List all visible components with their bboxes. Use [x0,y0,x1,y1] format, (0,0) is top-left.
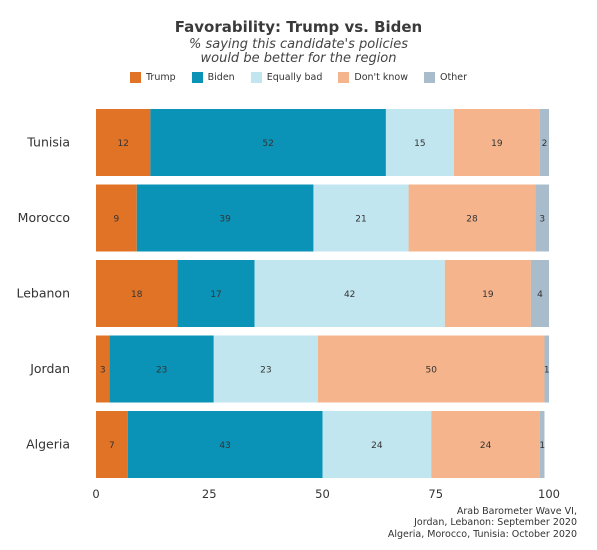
bar-tunisia-biden [150,109,386,176]
subtitle-line-1: % saying this candidate's policies [189,37,408,52]
data-label-morocco-biden: 39 [219,215,231,225]
data-label-algeria-biden: 43 [219,441,230,451]
bar-tunisia-trump [96,109,151,176]
category-label-jordan: Jordan [29,361,70,376]
data-label-morocco-other: 3 [539,215,545,225]
x-tick-label-100: 100 [538,487,560,501]
data-label-jordan-trump: 3 [100,366,106,376]
bar-algeria-don-t-know [431,411,540,478]
data-label-jordan-equally-bad: 23 [260,366,271,376]
data-label-jordan-biden: 23 [156,366,167,376]
legend-item-trump: Trump [130,72,176,83]
data-label-algeria-equally-bad: 24 [371,441,383,451]
bar-jordan-don-t-know [317,335,545,403]
data-label-tunisia-trump: 12 [117,139,128,149]
bar-jordan-other [544,335,549,403]
bar-tunisia-don-t-know [453,109,540,176]
data-label-algeria-don-t-know: 24 [480,441,492,451]
category-label-lebanon: Lebanon [16,286,70,301]
legend-swatch-equally-bad [250,72,262,83]
data-label-lebanon-equally-bad: 42 [344,290,355,300]
source-note: Arab Barometer Wave VI, Jordan, Lebanon:… [388,506,577,541]
data-label-tunisia-equally-bad: 15 [414,139,425,149]
legend-swatch-trump [130,72,142,83]
category-label-algeria: Algeria [26,437,70,452]
source-line-3: Algeria, Morocco, Tunisia: October 2020 [387,528,577,540]
data-label-morocco-equally-bad: 21 [355,215,366,225]
data-label-lebanon-other: 4 [537,290,543,300]
chart-title: Favorability: Trump vs. Biden [174,18,423,36]
data-label-algeria-other: 1 [539,441,545,451]
data-label-lebanon-biden: 17 [210,290,221,300]
data-label-morocco-trump: 9 [114,215,120,225]
data-label-jordan-don-t-know: 50 [425,366,437,376]
legend-label-equally-bad: Equally bad [266,72,323,83]
subtitle-line-2: would be better for the region [200,51,397,66]
data-label-lebanon-don-t-know: 19 [482,290,494,300]
legend-label-trump: Trump [146,72,176,83]
x-tick-label-0: 0 [92,487,99,501]
bar-jordan-trump [96,335,110,403]
legend-item-equally-bad: Equally bad [250,72,323,83]
chart-legend: Trump Biden Equally bad Don't know Other [0,72,597,83]
bar-lebanon-equally-bad [254,260,445,327]
legend-label-dont-know: Don't know [354,72,408,83]
bar-algeria-equally-bad [322,411,432,478]
legend-item-other: Other [424,72,467,83]
data-label-morocco-don-t-know: 28 [466,215,478,225]
bar-lebanon-trump [96,260,178,327]
data-label-algeria-trump: 7 [109,441,115,451]
data-label-tunisia-biden: 52 [262,139,273,149]
legend-swatch-dont-know [338,72,350,83]
bar-morocco-biden [136,184,314,252]
bar-algeria-biden [127,411,323,478]
legend-label-biden: Biden [207,72,235,83]
bar-lebanon-don-t-know [444,260,531,327]
chart-subtitle: % saying this candidate's policies would… [0,38,597,66]
legend-swatch-other [424,72,435,83]
bar-morocco-equally-bad [313,184,409,252]
legend-label-other: Other [440,72,467,83]
source-line-1: Arab Barometer Wave VI, [456,505,577,517]
x-tick-label-25: 25 [202,487,217,501]
bar-lebanon-other [530,260,549,327]
bar-tunisia-equally-bad [385,109,454,176]
legend-item-biden: Biden [191,72,235,83]
bar-tunisia-other [539,109,549,176]
data-label-tunisia-other: 2 [542,139,548,149]
data-label-tunisia-don-t-know: 19 [491,139,503,149]
bar-morocco-other [535,184,549,252]
category-label-tunisia: Tunisia [26,135,70,150]
legend-item-dont-know: Don't know [338,72,408,83]
category-label-morocco: Morocco [18,210,70,225]
data-label-lebanon-trump: 18 [131,290,143,300]
bar-algeria-trump [96,411,128,478]
legend-swatch-biden [191,72,203,83]
x-tick-label-75: 75 [428,487,443,501]
bar-morocco-don-t-know [408,184,536,252]
bar-morocco-trump [96,184,137,252]
bar-jordan-equally-bad [213,335,318,403]
bar-algeria-other [539,411,545,478]
source-line-2: Jordan, Lebanon: September 2020 [414,517,577,528]
bar-jordan-biden [109,335,214,403]
bar-lebanon-biden [177,260,255,327]
data-label-jordan-other: 1 [544,366,550,376]
x-tick-label-50: 50 [315,487,330,501]
